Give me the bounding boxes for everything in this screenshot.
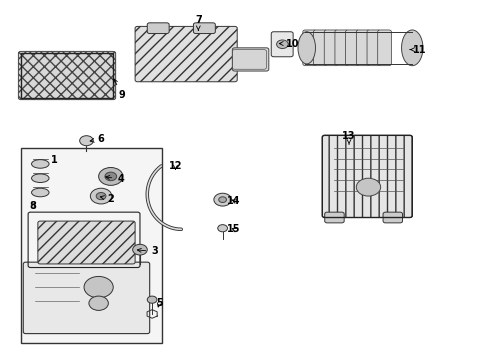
FancyBboxPatch shape [193,23,215,33]
FancyBboxPatch shape [313,30,326,66]
FancyBboxPatch shape [324,30,337,66]
Ellipse shape [99,167,122,185]
FancyBboxPatch shape [23,262,149,334]
Text: 9: 9 [114,79,125,100]
Bar [21,148,162,342]
FancyBboxPatch shape [38,221,135,264]
Ellipse shape [90,188,112,204]
FancyBboxPatch shape [377,30,390,66]
Ellipse shape [96,193,106,200]
Ellipse shape [401,30,422,66]
Text: 7: 7 [195,15,201,31]
Text: 14: 14 [226,196,240,206]
Ellipse shape [132,244,147,255]
Ellipse shape [217,225,227,232]
Text: 4: 4 [105,174,123,184]
Text: 6: 6 [90,134,104,144]
FancyBboxPatch shape [356,30,369,66]
Ellipse shape [105,172,116,181]
FancyBboxPatch shape [382,212,402,223]
Text: 15: 15 [226,224,240,234]
FancyBboxPatch shape [366,30,380,66]
FancyBboxPatch shape [232,48,268,71]
Text: 12: 12 [168,161,182,171]
FancyBboxPatch shape [322,135,411,217]
Text: 1: 1 [50,155,57,165]
Ellipse shape [84,276,113,298]
FancyBboxPatch shape [147,23,169,33]
FancyBboxPatch shape [271,32,292,57]
Text: 2: 2 [100,194,114,204]
Text: 10: 10 [279,39,299,49]
FancyBboxPatch shape [345,30,359,66]
Text: 11: 11 [409,45,426,55]
Text: 3: 3 [137,247,158,256]
Ellipse shape [297,32,315,64]
Ellipse shape [80,136,93,146]
Ellipse shape [147,296,157,303]
FancyBboxPatch shape [135,26,237,82]
Ellipse shape [356,178,380,196]
Ellipse shape [213,193,231,206]
Ellipse shape [276,40,287,49]
FancyBboxPatch shape [324,212,344,223]
Text: 13: 13 [342,131,355,144]
Text: 5: 5 [156,297,163,307]
FancyBboxPatch shape [19,51,116,100]
FancyBboxPatch shape [334,30,348,66]
Ellipse shape [89,296,108,310]
FancyBboxPatch shape [302,30,316,66]
Ellipse shape [31,188,49,197]
Bar [21,53,113,98]
Ellipse shape [218,197,226,203]
Text: 8: 8 [29,201,37,211]
Ellipse shape [31,174,49,183]
Ellipse shape [31,159,49,168]
